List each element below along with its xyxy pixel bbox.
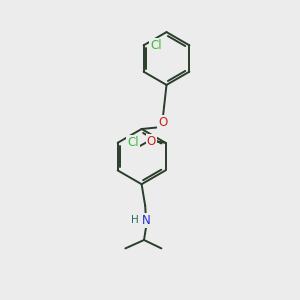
Text: O: O bbox=[158, 116, 167, 129]
Text: Cl: Cl bbox=[150, 39, 162, 52]
Text: H: H bbox=[130, 215, 138, 225]
Text: O: O bbox=[147, 135, 156, 148]
Text: Cl: Cl bbox=[128, 136, 139, 149]
Text: N: N bbox=[142, 214, 151, 227]
